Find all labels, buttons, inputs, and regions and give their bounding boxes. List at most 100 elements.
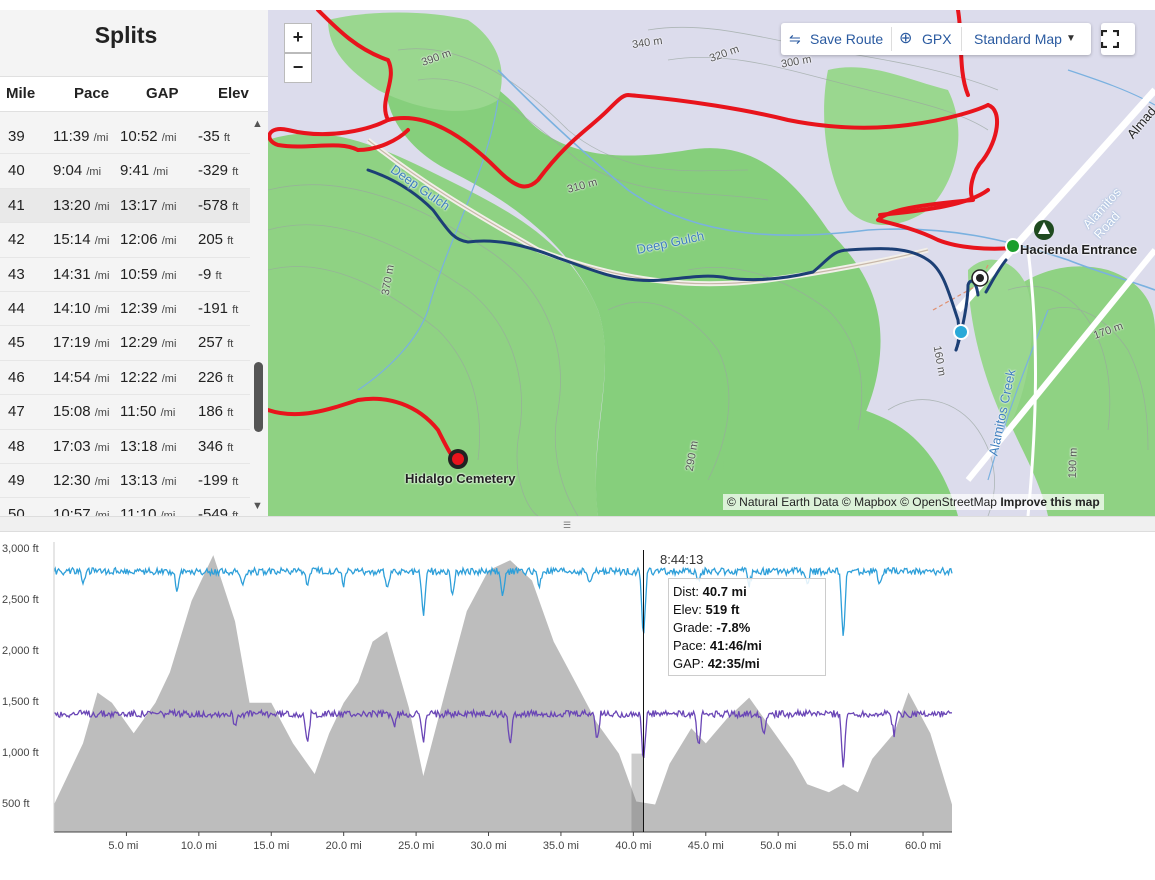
- route-map[interactable]: + − ⇋ Save Route ⊕ GPX Standard Map ▼ Hi…: [268, 10, 1155, 516]
- cursor-time: 8:44:13: [660, 552, 704, 567]
- split-elev: 205 ft: [198, 231, 234, 249]
- save-route-button[interactable]: Save Route: [810, 31, 884, 47]
- panel-resize-handle[interactable]: ☰: [0, 516, 1155, 532]
- split-row[interactable]: 45 17:19 /mi 12:29 /mi 257 ft: [0, 326, 250, 361]
- split-elev: -35 ft: [198, 128, 230, 145]
- split-mile: 48: [8, 437, 25, 455]
- split-elev: -329 ft: [198, 162, 239, 180]
- x-tick-label: 25.0 mi: [398, 840, 435, 852]
- elevation-chart[interactable]: 3,000 ft 2,500 ft 2,000 ft 1,500 ft 1,000 ft…: [0, 530, 1155, 875]
- zoom-in-button[interactable]: +: [284, 23, 312, 53]
- x-tick-label: 35.0 mi: [542, 840, 579, 852]
- map-attribution: © Natural Earth Data © Mapbox © OpenStre…: [723, 494, 1104, 510]
- x-tick-label: 40.0 mi: [615, 840, 652, 852]
- gpx-button[interactable]: GPX: [922, 31, 952, 47]
- split-elev: 346 ft: [198, 437, 234, 455]
- split-elev: -549 ft: [198, 506, 238, 516]
- split-row[interactable]: 47 15:08 /mi 11:50 /mi 186 ft: [0, 395, 250, 430]
- tooltip-pace: Pace: 41:46/mi: [673, 638, 762, 653]
- split-elev: -199 ft: [198, 471, 239, 489]
- map-toolbar: ⇋ Save Route ⊕ GPX Standard Map ▼: [781, 23, 1091, 55]
- split-gap: 12:06 /mi: [120, 231, 177, 249]
- scroll-down-arrow-icon[interactable]: ▼: [252, 500, 263, 512]
- splits-title: Splits: [94, 22, 158, 48]
- split-mile: 44: [8, 299, 25, 317]
- col-mile-header[interactable]: Mile: [6, 85, 36, 102]
- scroll-up-arrow-icon[interactable]: ▲: [252, 118, 263, 130]
- y-tick-label: 1,000 ft: [2, 746, 39, 759]
- split-gap: 12:22 /mi: [120, 368, 177, 386]
- split-gap: 10:52 /mi: [120, 128, 177, 145]
- split-mile: 40: [8, 162, 25, 180]
- improve-map-link[interactable]: Improve this map: [1000, 495, 1100, 509]
- attribution-text: © Natural Earth Data © Mapbox © OpenStre…: [727, 495, 997, 509]
- split-pace: 17:19 /mi: [53, 334, 110, 352]
- split-pace: 11:39 /mi: [53, 128, 109, 145]
- tooltip-grade: Grade: -7.8%: [673, 620, 751, 635]
- chevron-down-icon: ▼: [1066, 33, 1076, 44]
- split-gap: 11:50 /mi: [120, 403, 176, 421]
- split-pace: 14:31 /mi: [53, 265, 110, 283]
- x-tick-label: 30.0 mi: [470, 840, 507, 852]
- fullscreen-icon: [1101, 30, 1119, 48]
- split-gap: 9:41 /mi: [120, 162, 169, 180]
- elevation-area: [54, 555, 952, 832]
- col-elev-header[interactable]: Elev: [218, 85, 249, 102]
- split-gap: 12:29 /mi: [120, 334, 177, 352]
- split-gap: 13:18 /mi: [120, 437, 177, 455]
- pace-series-line: [54, 707, 953, 768]
- split-mile: 42: [8, 231, 25, 249]
- fullscreen-button[interactable]: [1101, 23, 1135, 55]
- map-canvas[interactable]: [268, 10, 1155, 516]
- x-tick-label: 45.0 mi: [687, 840, 724, 852]
- split-mile: 45: [8, 334, 25, 352]
- x-tick-label: 50.0 mi: [760, 840, 797, 852]
- split-row[interactable]: 50 10:57 /mi 11:10 /mi -549 ft: [0, 498, 250, 516]
- x-tick-label: 15.0 mi: [253, 840, 290, 852]
- split-mile: 47: [8, 403, 25, 421]
- split-pace: 12:30 /mi: [53, 471, 110, 489]
- split-mile: 49: [8, 471, 25, 489]
- split-pace: 15:14 /mi: [53, 231, 110, 249]
- split-pace: 15:08 /mi: [53, 403, 110, 421]
- split-elev: -191 ft: [198, 299, 239, 317]
- split-row[interactable]: 49 12:30 /mi 13:13 /mi -199 ft: [0, 464, 250, 499]
- col-pace-header[interactable]: Pace: [74, 85, 110, 102]
- split-row[interactable]: 42 15:14 /mi 12:06 /mi 205 ft: [0, 223, 250, 258]
- split-gap: 11:10 /mi: [120, 506, 175, 516]
- x-tick-label: 20.0 mi: [325, 840, 362, 852]
- split-pace: 14:10 /mi: [53, 299, 110, 317]
- tooltip-gap: GAP: 42:35/mi: [673, 656, 760, 671]
- split-mile: 43: [8, 265, 25, 283]
- zoom-out-button[interactable]: −: [284, 53, 312, 83]
- download-icon: ⊕: [899, 30, 913, 47]
- split-row[interactable]: 40 9:04 /mi 9:41 /mi -329 ft: [0, 154, 250, 189]
- y-tick-label: 2,000 ft: [2, 644, 39, 657]
- split-row[interactable]: 39 11:39 /mi 10:52 /mi -35 ft: [0, 120, 250, 155]
- split-gap: 12:39 /mi: [120, 299, 177, 317]
- split-row[interactable]: 44 14:10 /mi 12:39 /mi -191 ft: [0, 292, 250, 327]
- contour-190-label: 190 m: [1066, 447, 1080, 479]
- col-gap-header[interactable]: GAP: [146, 85, 179, 102]
- split-mile: 39: [8, 128, 25, 145]
- split-elev: -578 ft: [198, 196, 239, 214]
- split-gap: 13:13 /mi: [120, 471, 177, 489]
- y-tick-label: 3,000 ft: [2, 543, 39, 555]
- split-mile: 41: [8, 196, 25, 214]
- y-tick-label: 2,500 ft: [2, 593, 39, 606]
- elevation-chart-canvas[interactable]: [0, 530, 1155, 875]
- tooltip-dist: Dist: 40.7 mi: [673, 584, 747, 599]
- route-icon: ⇋: [789, 31, 801, 47]
- x-tick-label: 55.0 mi: [832, 840, 869, 852]
- split-row[interactable]: 46 14:54 /mi 12:22 /mi 226 ft: [0, 361, 250, 396]
- split-elev: 257 ft: [198, 334, 234, 352]
- split-row[interactable]: 43 14:31 /mi 10:59 /mi -9 ft: [0, 258, 250, 292]
- map-style-dropdown[interactable]: Standard Map: [974, 31, 1062, 47]
- split-pace: 10:57 /mi: [53, 506, 109, 516]
- splits-scrollbar-thumb[interactable]: [254, 362, 263, 432]
- split-row[interactable]: 41 13:20 /mi 13:17 /mi -578 ft: [0, 188, 250, 224]
- split-row[interactable]: 48 17:03 /mi 13:18 /mi 346 ft: [0, 430, 250, 464]
- x-tick-label: 10.0 mi: [180, 840, 217, 852]
- split-pace: 13:20 /mi: [53, 196, 110, 214]
- gap-series-line: [53, 565, 953, 636]
